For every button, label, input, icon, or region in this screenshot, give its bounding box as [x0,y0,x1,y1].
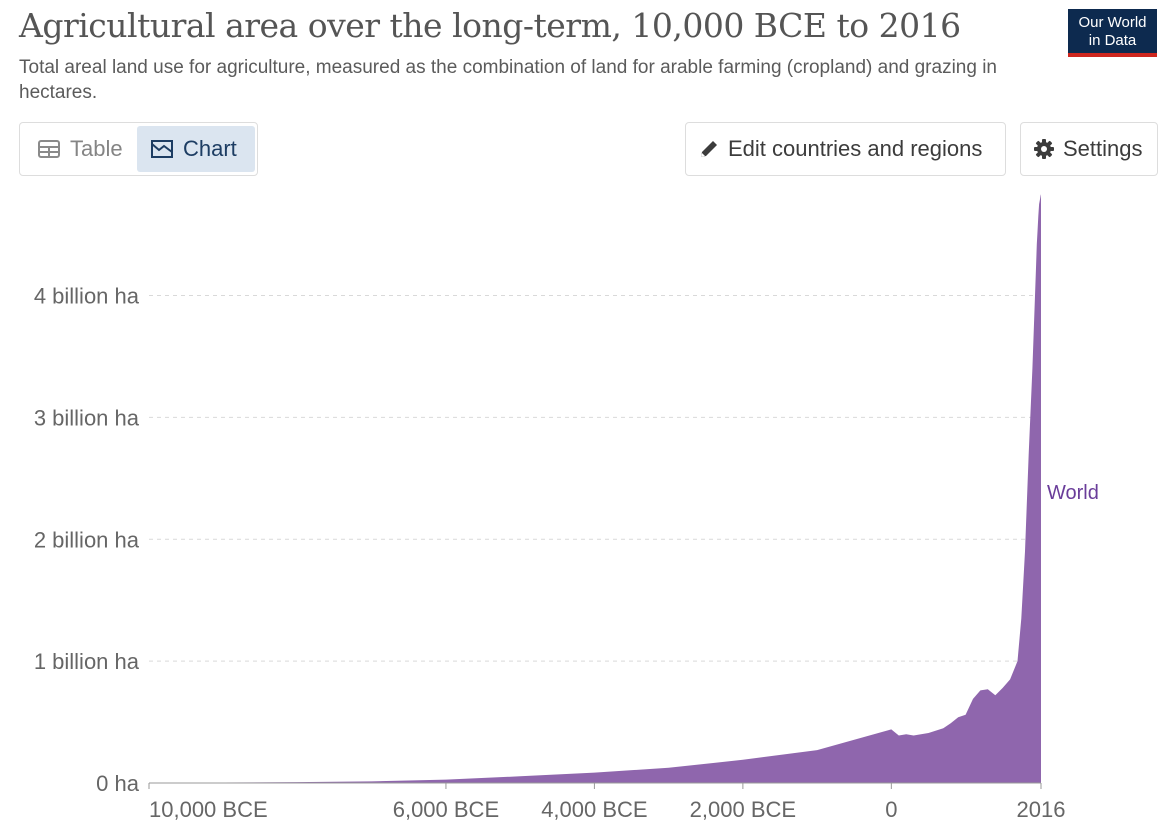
series-area-world[interactable] [149,194,1041,784]
x-tick-label: 4,000 BCE [541,797,647,822]
y-tick-label: 2 billion ha [34,527,140,552]
settings-label: Settings [1063,136,1143,161]
view-toggle: Table Chart [19,122,258,176]
x-tick-label: 10,000 BCE [149,797,268,822]
edit-countries-label: Edit countries and regions [728,136,983,161]
tab-chart[interactable]: Chart [137,126,255,172]
gear-icon [1034,139,1054,159]
chart-icon [151,140,173,158]
y-tick-label: 0 ha [96,771,140,796]
owid-logo[interactable]: Our World in Data [1068,9,1157,57]
tab-table-label: Table [70,136,123,161]
edit-countries-button[interactable]: Edit countries and regions [685,122,1006,176]
logo-line-1: Our World [1078,14,1147,31]
pencil-icon [701,141,717,157]
x-tick-label: 2,000 BCE [690,797,796,822]
x-tick-label: 2016 [1017,797,1066,822]
tab-chart-label: Chart [183,136,237,161]
tab-table[interactable]: Table [24,126,136,172]
y-tick-label: 3 billion ha [34,405,140,430]
chart-subtitle: Total areal land use for agriculture, me… [19,57,997,103]
series-label-world: World [1047,482,1099,504]
logo-line-2: in Data [1088,32,1137,49]
y-tick-label: 4 billion ha [34,284,140,309]
chart-title: Agricultural area over the long-term, 10… [19,6,961,45]
y-tick-label: 1 billion ha [34,649,140,674]
x-tick-label: 6,000 BCE [393,797,499,822]
settings-button[interactable]: Settings [1020,122,1158,176]
table-icon [38,140,60,158]
x-tick-label: 0 [885,797,897,822]
